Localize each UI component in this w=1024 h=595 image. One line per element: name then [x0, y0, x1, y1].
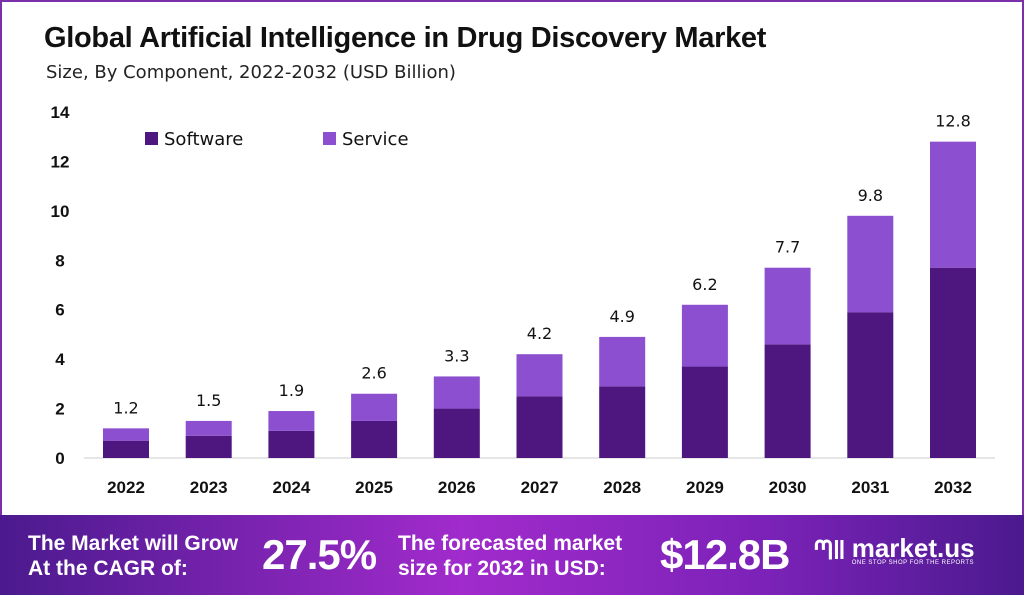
summary-banner: The Market will Grow At the CAGR of: 27.… [0, 515, 1024, 595]
y-tick-label: 6 [55, 301, 64, 320]
x-tick-label: 2026 [438, 478, 476, 497]
x-tick-label: 2030 [769, 478, 807, 497]
bar-service-2031 [847, 215, 894, 313]
x-tick-label: 2027 [521, 478, 559, 497]
x-tick-label: 2031 [851, 478, 889, 497]
logo-tagline: ONE STOP SHOP FOR THE REPORTS [851, 560, 975, 566]
y-tick-label: 10 [51, 202, 70, 221]
y-tick-label: 12 [51, 152, 70, 171]
data-label-total: 1.9 [279, 381, 304, 400]
bar-software-2030 [764, 344, 811, 458]
forecast-label-line2: size for 2032 in USD: [398, 557, 606, 580]
y-tick-label: 8 [55, 251, 64, 270]
bar-software-2032 [930, 267, 976, 458]
data-label-total: 7.7 [775, 238, 800, 257]
chart-title: Global Artificial Intelligence in Drug D… [44, 22, 767, 54]
cagr-value: 27.5% [262, 531, 377, 578]
data-label-total: 1.2 [113, 398, 138, 417]
bar-software-2024 [268, 430, 315, 458]
bar-software-2022 [103, 440, 149, 458]
data-label-total: 4.2 [527, 324, 552, 343]
y-tick-label: 4 [55, 350, 65, 369]
x-tick-label: 2032 [934, 478, 972, 497]
market-us-logo: ᘉ‖ market.us ONE STOP SHOP FOR THE REPOR… [814, 535, 975, 567]
chart-subtitle: Size, By Component, 2022-2032 (USD Billi… [46, 62, 456, 83]
bar-service-2025 [351, 393, 398, 421]
bar-software-2023 [185, 435, 232, 458]
forecast-value: $12.8B [660, 531, 790, 578]
bar-service-2023 [185, 420, 232, 436]
bar-service-2028 [599, 336, 646, 387]
bar-service-2029 [681, 304, 728, 367]
x-tick-label: 2024 [272, 478, 310, 497]
data-label-total: 6.2 [692, 275, 717, 294]
bar-service-2022 [103, 428, 149, 441]
bar-software-2025 [351, 420, 398, 458]
x-tick-label: 2025 [355, 478, 393, 497]
data-label-total: 3.3 [444, 346, 469, 365]
bar-service-2032 [930, 141, 976, 268]
y-tick-label: 14 [51, 103, 70, 122]
data-label-total: 12.8 [935, 112, 971, 131]
legend-swatch-software [145, 132, 158, 145]
bar-service-2027 [516, 354, 563, 397]
bar-software-2028 [599, 386, 646, 458]
bar-software-2026 [433, 408, 480, 458]
x-tick-label: 2029 [686, 478, 724, 497]
stacked-bar-chart: 0 2 4 6 8 10 12 14 1.2 2022 1.5 2023 1.9 2024 2.6 2025 3… [51, 103, 995, 497]
x-tick-label: 2028 [603, 478, 641, 497]
y-tick-label: 2 [55, 400, 64, 419]
y-tick-label: 0 [55, 449, 64, 468]
logo-mark-icon: ᘉ‖ [814, 535, 846, 565]
bar-service-2030 [764, 267, 811, 345]
cagr-label-line1: The Market will Grow [28, 532, 239, 555]
forecast-label: The forecasted market size for 2032 in U… [398, 531, 622, 581]
logo-text: market.us [851, 533, 975, 563]
bar-software-2027 [516, 396, 563, 458]
data-label-total: 4.9 [609, 307, 634, 326]
bar-software-2031 [847, 312, 894, 458]
data-label-total: 2.6 [361, 364, 386, 383]
legend-label-service: Service [342, 129, 409, 150]
data-label-total: 9.8 [858, 186, 883, 205]
bar-service-2026 [433, 376, 480, 409]
legend-label-software: Software [164, 129, 243, 150]
cagr-label: The Market will Grow At the CAGR of: [28, 531, 238, 581]
cagr-label-line2: At the CAGR of: [28, 557, 188, 580]
data-label-total: 1.5 [196, 391, 221, 410]
forecast-label-line1: The forecasted market [398, 532, 623, 555]
x-tick-label: 2023 [190, 478, 228, 497]
x-tick-label: 2022 [107, 478, 145, 497]
legend-swatch-service [323, 132, 336, 145]
bar-software-2029 [681, 366, 728, 458]
bar-service-2024 [268, 411, 315, 431]
